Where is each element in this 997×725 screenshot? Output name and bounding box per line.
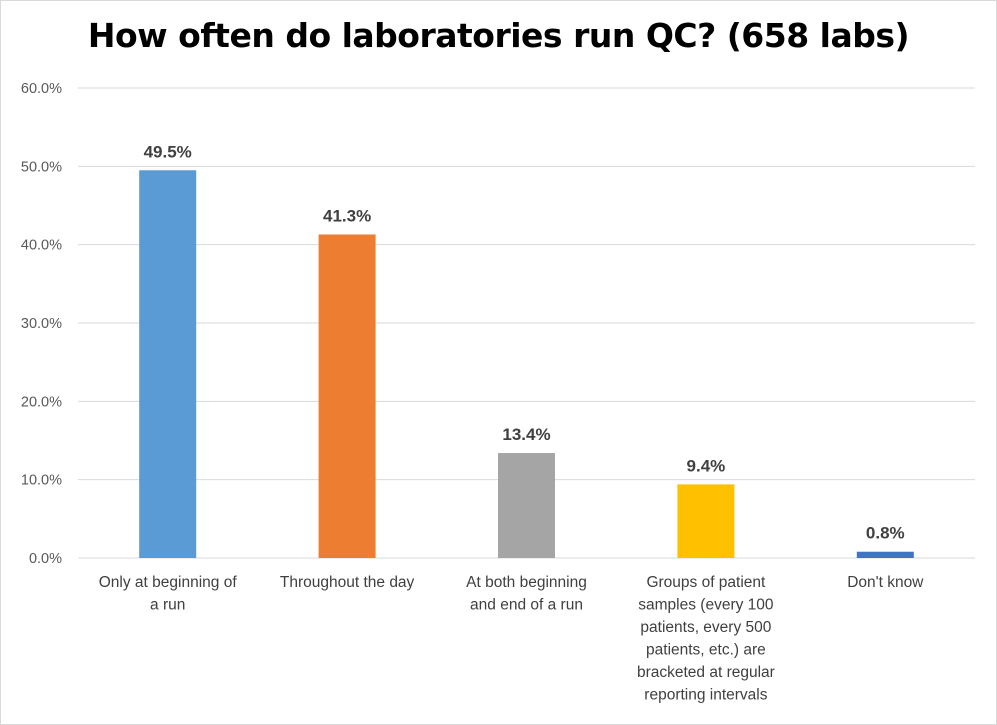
- bar: [139, 170, 197, 558]
- y-tick-label: 10.0%: [21, 473, 62, 489]
- data-label: 0.8%: [866, 524, 905, 543]
- x-category-label: samples (every 100: [638, 597, 774, 614]
- x-category-label: reporting intervals: [644, 687, 767, 704]
- x-category-label: At both beginning: [466, 574, 587, 591]
- bar: [677, 484, 735, 558]
- x-category-label: Groups of patient: [646, 574, 766, 591]
- x-category-label: patients, every 500: [640, 619, 771, 636]
- x-category-label: and end of a run: [470, 597, 583, 614]
- x-category-label: patients, etc.) are: [646, 642, 766, 659]
- y-tick-label: 0.0%: [29, 551, 62, 567]
- x-category-label: Only at beginning of: [99, 574, 238, 591]
- data-label: 13.4%: [502, 425, 550, 444]
- data-label: 41.3%: [323, 206, 371, 225]
- data-label: 9.4%: [687, 456, 726, 475]
- data-label: 49.5%: [144, 142, 192, 161]
- bar: [318, 234, 376, 558]
- y-tick-label: 20.0%: [21, 394, 62, 410]
- x-category-label: a run: [150, 597, 185, 614]
- bar: [498, 453, 555, 558]
- x-category-label: Don't know: [847, 574, 924, 591]
- y-tick-label: 40.0%: [21, 238, 62, 254]
- chart-title: How often do laboratories run QC? (658 l…: [87, 16, 910, 55]
- y-tick-label: 30.0%: [21, 316, 62, 332]
- y-tick-label: 60.0%: [21, 81, 62, 97]
- x-category-label: bracketed at regular: [637, 664, 775, 681]
- y-tick-label: 50.0%: [21, 159, 62, 175]
- x-category-label: Throughout the day: [280, 574, 415, 591]
- bar: [856, 551, 914, 558]
